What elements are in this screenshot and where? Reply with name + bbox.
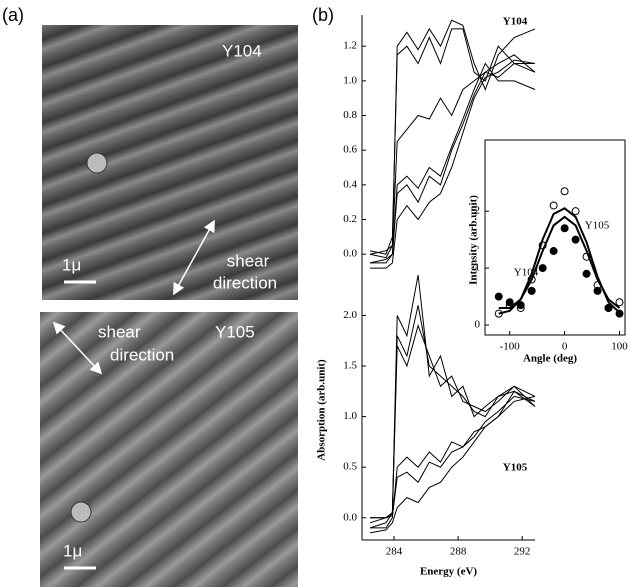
spot bbox=[70, 501, 92, 523]
arrow bbox=[173, 219, 215, 296]
data-point bbox=[560, 187, 569, 196]
data-point bbox=[582, 269, 591, 278]
micrograph: Y105 shear direction 1μ bbox=[40, 312, 298, 587]
data-point bbox=[538, 264, 547, 273]
data-point bbox=[571, 207, 580, 216]
y-tick-label: 1.0 bbox=[343, 74, 357, 86]
y-tick-label: 0 bbox=[475, 319, 481, 331]
chart: 0.0 0.2 0.4 0.6 0.8 1.0 1.2 Y104 bbox=[343, 15, 536, 275]
y-tick-label: 0.0 bbox=[343, 248, 357, 260]
spot bbox=[86, 152, 108, 174]
data-point bbox=[593, 286, 602, 295]
x-tick-label: 100 bbox=[611, 341, 628, 353]
series-line bbox=[370, 59, 536, 269]
y-tick-label: 2.0 bbox=[343, 309, 357, 321]
panel-label: (b) bbox=[312, 5, 334, 25]
y-tick-label: 1.5 bbox=[343, 360, 357, 372]
chart-label: Y105 bbox=[503, 462, 528, 474]
y-tick-label: 0.2 bbox=[343, 213, 357, 225]
x-tick-label: 284 bbox=[386, 546, 403, 558]
y-tick-label: 1.2 bbox=[343, 40, 357, 52]
x-tick-label: 288 bbox=[450, 546, 467, 558]
y-tick-label: 0.4 bbox=[343, 178, 357, 190]
x-tick-label: -100 bbox=[500, 341, 521, 353]
series-line bbox=[370, 395, 536, 519]
data-point bbox=[516, 301, 525, 310]
series-line bbox=[498, 215, 621, 309]
data-point bbox=[549, 247, 558, 256]
y-tick-label: 0.8 bbox=[343, 109, 357, 121]
y-tick-label: 2 bbox=[475, 205, 481, 217]
shear-label: shear bbox=[98, 322, 141, 341]
y-tick-label: 1 bbox=[475, 262, 481, 274]
chart: 0 1 2 -100 0 100 Angle (deg) Intensity (arb.uni… bbox=[468, 139, 628, 365]
series-line bbox=[369, 54, 536, 255]
data-point bbox=[527, 286, 536, 295]
x-axis-label: Angle (deg) bbox=[523, 353, 577, 365]
scale-label: 1μ bbox=[62, 255, 81, 274]
scale-label: 1μ bbox=[63, 541, 82, 560]
data-point bbox=[494, 292, 503, 301]
y-tick-label: 0.0 bbox=[343, 511, 357, 523]
chart-label: Y104 bbox=[503, 16, 528, 28]
y-tick-label: 0.5 bbox=[343, 461, 357, 473]
data-point bbox=[560, 224, 569, 233]
y-axis-label: Intensity (arb.unit) bbox=[468, 195, 480, 285]
y-tick-label: 1.0 bbox=[343, 410, 357, 422]
shear-label: direction bbox=[110, 345, 174, 364]
data-point bbox=[615, 298, 624, 307]
image bbox=[42, 25, 298, 300]
y-axis-label: Absorption (arb.unit) bbox=[316, 359, 328, 461]
sample-label: Y104 bbox=[222, 41, 262, 60]
data-point bbox=[571, 235, 580, 244]
shear-label: shear bbox=[227, 251, 270, 270]
sample-label: Y105 bbox=[215, 322, 255, 341]
x-tick-label: 0 bbox=[562, 341, 568, 353]
chart: 0.0 0.5 1.0 1.5 2.0 284 288 292 Y105 Energy (eV) A… bbox=[316, 274, 536, 578]
panel-label: (a) bbox=[2, 5, 24, 25]
data-point bbox=[604, 303, 613, 312]
annotation: Y105 bbox=[585, 220, 610, 232]
x-axis-label: Energy (eV) bbox=[420, 566, 477, 578]
micrograph: Y104 shear direction 1μ bbox=[42, 25, 298, 300]
series-line bbox=[369, 395, 536, 534]
data-point bbox=[505, 298, 514, 307]
y-tick-label: 0.6 bbox=[343, 144, 357, 156]
arrow bbox=[52, 321, 103, 375]
series-line bbox=[370, 323, 536, 519]
series-line bbox=[369, 28, 536, 255]
series-line bbox=[369, 63, 535, 264]
x-tick-label: 292 bbox=[514, 546, 531, 558]
shear-label: direction bbox=[213, 273, 277, 292]
data-point bbox=[549, 201, 558, 210]
